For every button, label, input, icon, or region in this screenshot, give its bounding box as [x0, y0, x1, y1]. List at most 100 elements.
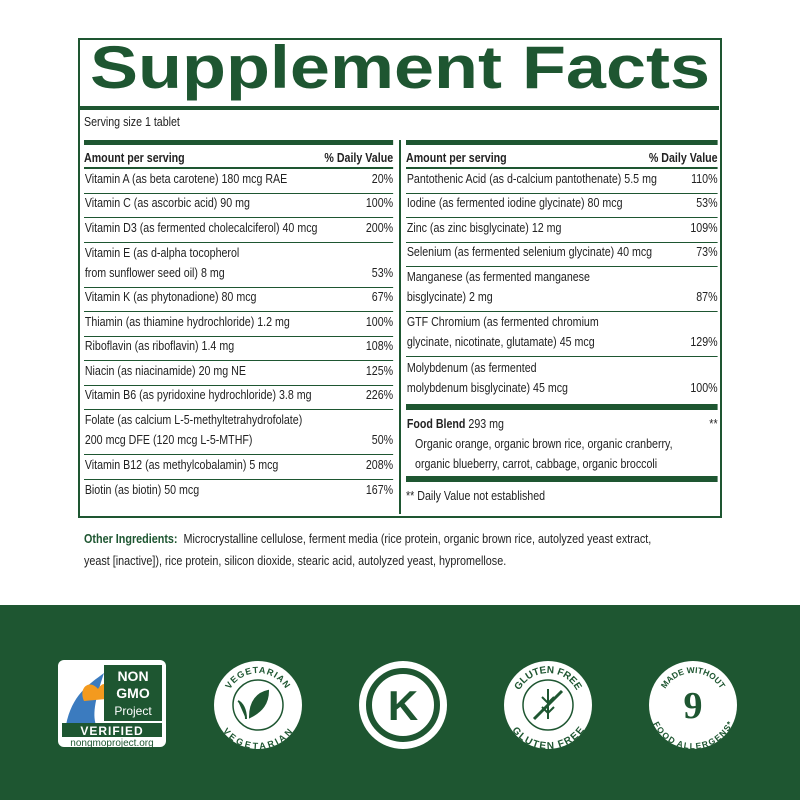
title-area: Supplement Facts Serving size 1 tablet	[79, 34, 719, 129]
daily-value: 100%	[690, 380, 718, 395]
nutrient-name: Folate (as calcium L-5-methyltetrahydrof…	[85, 410, 302, 450]
daily-value: 53%	[696, 195, 718, 210]
daily-value: 100%	[365, 313, 394, 329]
name-line: glycinate, nicotinate, glutamate) 45 mcg	[406, 334, 595, 349]
name-line: Niacin (as niacinamide) 20 mg NE	[84, 362, 246, 378]
nutrient-row: Vitamin B6 (as pyridoxine hydrochloride)…	[84, 385, 394, 410]
right-column: Amount per serving % Daily Value Pantothen…	[406, 140, 718, 503]
nutrient-row: Thiamin (as thiamine hydrochloride) 1.2 …	[84, 312, 394, 337]
thick-rule	[406, 404, 718, 410]
allergens-number: 9	[684, 685, 703, 727]
column-divider	[399, 140, 401, 514]
name-line: Selenium (as fermented selenium glycinat…	[406, 244, 653, 259]
name-line: Biotin (as biotin) 50 mcg	[84, 482, 200, 497]
name-line: Folate (as calcium L-5-methyltetrahydrof…	[84, 412, 303, 427]
name-line: bisglycinate) 2 mg	[406, 289, 493, 304]
left-column: Amount per serving % Daily Value Vitamin A…	[84, 140, 394, 505]
food-blend-name: Food Blend	[406, 416, 466, 431]
nutrient-name: Zinc (as zinc bisglycinate) 12 mg	[407, 218, 562, 238]
food-blend-line: organic blueberry, carrot, cabbage, orga…	[415, 456, 658, 471]
nutrient-row: Vitamin K (as phytonadione) 80 mcg 67%	[84, 287, 394, 312]
nutrient-row: Vitamin B12 (as methylcobalamin) 5 mcg 20…	[84, 455, 394, 480]
nutrient-name: Manganese (as fermented manganese bisglyc…	[407, 267, 590, 307]
daily-value: 100%	[365, 195, 394, 210]
food-blend-line: Organic orange, organic brown rice, orga…	[415, 436, 673, 451]
name-line: Vitamin K (as phytonadione) 80 mcg	[84, 289, 257, 304]
nutrient-name: Iodine (as fermented iodine glycinate) 8…	[407, 193, 623, 213]
nutrient-name: Niacin (as niacinamide) 20 mg NE	[85, 361, 246, 381]
nutrient-row: Riboflavin (as riboflavin) 1.4 mg 108%	[84, 337, 394, 361]
header-dv: % Daily Value	[648, 150, 718, 165]
kosher-badge: K	[359, 661, 447, 749]
name-line: Riboflavin (as riboflavin) 1.4 mg	[84, 338, 235, 353]
name-line: Manganese (as fermented manganese	[406, 269, 590, 284]
daily-value: 50%	[371, 432, 394, 447]
nutrient-name: Pantothenic Acid (as d-calcium pantothen…	[407, 169, 657, 189]
daily-value: 129%	[690, 334, 718, 349]
daily-value: 67%	[371, 289, 394, 304]
nutrient-name: Biotin (as biotin) 50 mcg	[85, 480, 199, 500]
name-line: Molybdenum (as fermented	[406, 360, 537, 375]
nutrient-name: Vitamin D3 (as fermented cholecalciferol…	[85, 218, 318, 238]
kosher-k: K	[388, 682, 418, 729]
nutrient-row: Selenium (as fermented selenium glycinat…	[406, 242, 718, 267]
footnote: ** Daily Value not established	[406, 488, 546, 503]
nutrient-row: Vitamin D3 (as fermented cholecalciferol…	[84, 218, 394, 243]
serving-size: Serving size 1 tablet	[84, 114, 181, 129]
food-blend-mark: **	[709, 416, 718, 431]
name-line: GTF Chromium (as fermented chromium	[406, 314, 599, 329]
thick-rule	[406, 476, 718, 482]
nutrient-row: Niacin (as niacinamide) 20 mg NE 125%	[84, 361, 394, 386]
nongmo-url: nongmoproject.org	[70, 738, 153, 749]
nutrient-name: Vitamin B12 (as methylcobalamin) 5 mcg	[85, 455, 279, 475]
badges: NON GMO Project VERIFIED nongmoproject.o…	[58, 660, 737, 752]
name-line: Vitamin C (as ascorbic acid) 90 mg	[84, 195, 250, 210]
nutrient-name: Vitamin B6 (as pyridoxine hydrochloride)…	[85, 385, 312, 405]
nutrient-row: GTF Chromium (as fermented chromium glyci…	[406, 312, 718, 357]
nutrient-name: Vitamin K (as phytonadione) 80 mcg	[85, 287, 257, 307]
facts-box	[78, 38, 722, 518]
other-text: Microcrystalline cellulose, ferment medi…	[183, 531, 652, 546]
daily-value: 53%	[371, 264, 394, 280]
name-line: Vitamin E (as d-alpha tocopherol	[84, 244, 240, 260]
nutrient-name: Selenium (as fermented selenium glycinat…	[407, 242, 652, 262]
nongmo-project: Project	[114, 704, 152, 718]
nutrient-name: Vitamin A (as beta carotene) 180 mcg RAE	[85, 169, 287, 189]
nutrient-name: Thiamin (as thiamine hydrochloride) 1.2 …	[85, 312, 290, 332]
daily-value: 109%	[690, 219, 718, 235]
name-line: Vitamin A (as beta carotene) 180 mcg RAE	[84, 170, 288, 186]
other-text: yeast [inactive]), rice protein, silicon…	[84, 553, 507, 568]
header-amount: Amount per serving	[84, 150, 185, 165]
name-line: Thiamin (as thiamine hydrochloride) 1.2 …	[84, 313, 290, 329]
daily-value: 87%	[696, 289, 718, 304]
nongmo-non: NON	[117, 668, 148, 684]
title-rule	[79, 106, 719, 110]
name-line: molybdenum bisglycinate) 45 mcg	[406, 380, 568, 395]
column-header: Amount per serving % Daily Value	[406, 145, 718, 169]
nutrient-name: Vitamin E (as d-alpha tocopherol from sun…	[85, 243, 239, 283]
daily-value: 125%	[365, 362, 394, 378]
daily-value: 226%	[365, 387, 394, 402]
daily-value: 73%	[696, 244, 718, 259]
nutrient-name: Molybdenum (as fermented molybdenum bisgl…	[407, 358, 568, 398]
daily-value: 208%	[365, 456, 394, 472]
allergens-badge: 9 MADE WITHOUT FOOD ALLERGENS*	[649, 661, 737, 751]
nutrient-row: Biotin (as biotin) 50 mcg 167%	[84, 480, 393, 505]
gluten-free-badge: GLUTEN FREE GLUTEN FREE	[504, 661, 592, 752]
column-header: Amount per serving % Daily Value	[84, 145, 394, 169]
vegetarian-badge: VEGETARIAN VEGETARIAN	[214, 661, 302, 751]
name-line: Iodine (as fermented iodine glycinate) 8…	[406, 195, 623, 210]
name-line: Zinc (as zinc bisglycinate) 12 mg	[406, 219, 562, 235]
header-amount: Amount per serving	[406, 150, 507, 165]
daily-value: 200%	[365, 219, 394, 235]
daily-value: 20%	[371, 170, 394, 186]
nongmo-verified: VERIFIED	[80, 724, 143, 738]
nutrient-row: Vitamin A (as beta carotene) 180 mcg RAE…	[84, 169, 394, 194]
daily-value: 110%	[691, 170, 718, 186]
name-line: Vitamin D3 (as fermented cholecalciferol…	[84, 219, 318, 235]
daily-value: 108%	[365, 338, 394, 353]
other-label: Other Ingredients:	[84, 531, 178, 546]
nutrient-name: GTF Chromium (as fermented chromium glyci…	[407, 312, 599, 352]
non-gmo-badge: NON GMO Project VERIFIED nongmoproject.o…	[58, 660, 166, 749]
